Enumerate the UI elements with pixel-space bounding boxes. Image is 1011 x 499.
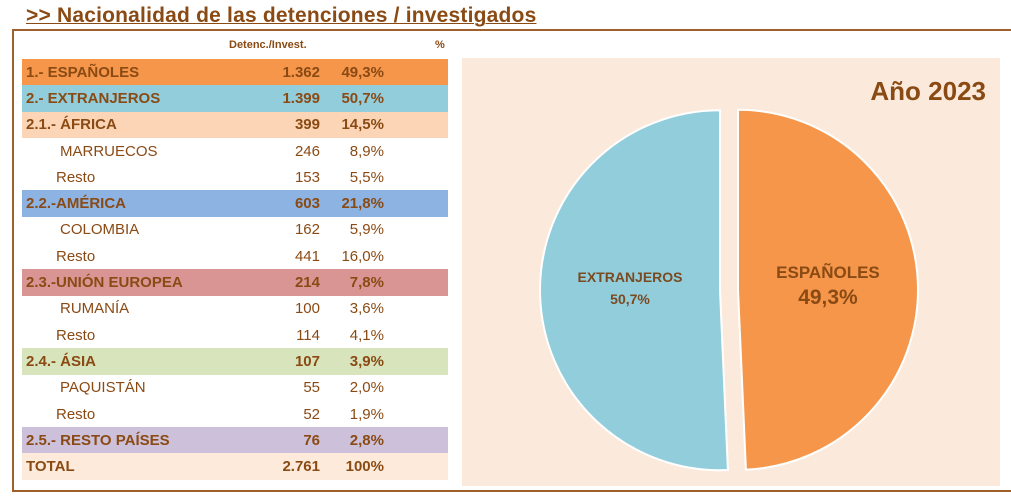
table-row: TOTAL 2.761 100% <box>22 453 448 480</box>
row-label: RUMANÍA <box>60 300 130 318</box>
row-label: 2.1.- ÁFRICA <box>26 116 117 134</box>
table-row: PAQUISTÁN 55 2,0% <box>22 375 448 401</box>
row-count: 153 <box>294 168 320 186</box>
row-count: 107 <box>294 352 320 370</box>
pie-chart: ESPAÑOLES 49,3% EXTRANJEROS 50,7% <box>539 108 919 472</box>
row-pct: 4,1% <box>349 326 384 344</box>
row-count: 52 <box>303 405 320 423</box>
row-label: COLOMBIA <box>60 221 140 239</box>
row-pct: 3,6% <box>349 300 384 318</box>
row-pct: 21,8% <box>341 195 384 213</box>
row-pct: 2,8% <box>349 431 384 449</box>
row-count: 246 <box>294 142 320 160</box>
row-label: PAQUISTÁN <box>60 379 146 397</box>
row-count: 162 <box>294 221 320 239</box>
row-pct: 14,5% <box>341 116 384 134</box>
table-row: Resto 153 5,5% <box>22 164 448 190</box>
row-pct: 1,9% <box>349 405 384 423</box>
row-label: MARRUECOS <box>60 142 158 160</box>
table-row: 2.4.- ÁSIA 107 3,9% <box>22 348 448 375</box>
row-label: 2.2.-AMÉRICA <box>26 195 127 213</box>
row-label: 1.- ESPAÑOLES <box>26 63 140 81</box>
row-pct: 8,9% <box>349 142 384 160</box>
table-row: 2.5.- RESTO PAÍSES 76 2,8% <box>22 427 448 454</box>
row-count: 55 <box>303 379 320 397</box>
slice-value-label: 49,3% <box>798 286 858 309</box>
row-label: 2.4.- ÁSIA <box>26 352 97 370</box>
row-label: 2.3.-UNIÓN EUROPEA <box>26 274 183 292</box>
row-count: 603 <box>294 195 320 213</box>
row-count: 76 <box>303 431 320 449</box>
table-row: MARRUECOS 246 8,9% <box>22 138 448 164</box>
slice-value-label: 50,7% <box>610 291 650 307</box>
pie-chart-panel: Año 2023 ESPAÑOLES 49,3% EXTRANJEROS 50,7% <box>462 58 1000 486</box>
row-count: 100 <box>294 300 320 318</box>
row-label: Resto <box>56 168 96 186</box>
slice-name-label: EXTRANJEROS <box>578 269 683 285</box>
row-pct: 50,7% <box>341 89 384 107</box>
pie-slice-españoles <box>736 108 919 471</box>
row-pct: 5,9% <box>349 221 384 239</box>
row-pct: 100% <box>345 458 384 476</box>
slice-name-label: ESPAÑOLES <box>776 262 880 282</box>
row-count: 2.761 <box>282 458 320 476</box>
header-pct: % <box>435 39 445 51</box>
table-row: 2.- EXTRANJEROS 1.399 50,7% <box>22 85 448 112</box>
table-row: 2.3.-UNIÓN EUROPEA 214 7,8% <box>22 269 448 296</box>
row-label: 2.5.- RESTO PAÍSES <box>26 431 170 449</box>
row-count: 441 <box>294 247 320 265</box>
table-row: COLOMBIA 162 5,9% <box>22 217 448 243</box>
table-row: 1.- ESPAÑOLES 1.362 49,3% <box>22 59 448 86</box>
row-label: 2.- EXTRANJEROS <box>26 89 161 107</box>
row-count: 399 <box>294 116 320 134</box>
pie-slice-extranjeros <box>539 109 729 472</box>
chart-title: Año 2023 <box>870 76 986 106</box>
row-count: 114 <box>296 326 320 344</box>
table-row: 2.1.- ÁFRICA 399 14,5% <box>22 111 448 138</box>
table-row: Resto 114 4,1% <box>22 322 448 348</box>
row-label: Resto <box>56 326 96 344</box>
row-pct: 3,9% <box>349 352 384 370</box>
row-label: Resto <box>56 247 96 265</box>
row-pct: 49,3% <box>341 63 384 81</box>
row-pct: 2,0% <box>349 379 384 397</box>
table-row: RUMANÍA 100 3,6% <box>22 296 448 322</box>
row-label: TOTAL <box>26 458 75 476</box>
row-count: 1.399 <box>282 89 320 107</box>
table-row: 2.2.-AMÉRICA 603 21,8% <box>22 190 448 217</box>
row-pct: 16,0% <box>341 247 384 265</box>
header-count: Detenc./Invest. <box>229 39 307 51</box>
table-row: Resto 441 16,0% <box>22 243 448 269</box>
row-label: Resto <box>56 405 96 423</box>
page-title: >> Nacionalidad de las detenciones / inv… <box>26 4 537 27</box>
nationality-table: 1.- ESPAÑOLES 1.362 49,3% 2.- EXTRANJEROS 1.… <box>22 59 448 480</box>
row-pct: 7,8% <box>349 274 384 292</box>
frame <box>12 29 1011 492</box>
row-count: 214 <box>294 274 320 292</box>
row-count: 1.362 <box>282 63 320 81</box>
row-pct: 5,5% <box>349 168 384 186</box>
table-row: Resto 52 1,9% <box>22 401 448 427</box>
